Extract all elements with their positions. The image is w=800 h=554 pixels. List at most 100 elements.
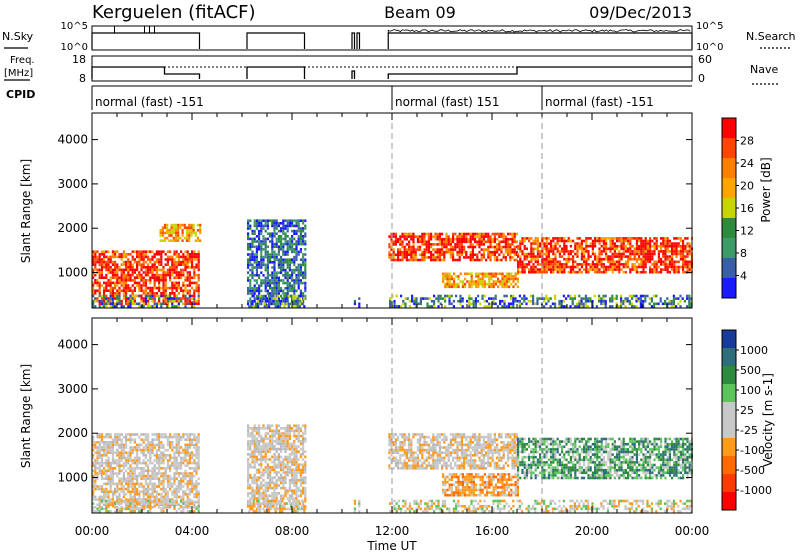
echo-cell bbox=[620, 302, 623, 306]
echo-cell bbox=[487, 240, 490, 244]
echo-cell bbox=[567, 250, 570, 253]
echo-cell bbox=[111, 297, 114, 300]
echo-cell bbox=[116, 451, 119, 454]
echo-cell bbox=[489, 258, 492, 262]
echo-cell bbox=[572, 257, 575, 261]
echo-cell bbox=[249, 492, 252, 495]
echo-cell bbox=[491, 240, 494, 244]
echo-cell bbox=[443, 256, 446, 259]
echo-cell bbox=[498, 240, 501, 244]
echo-cell bbox=[147, 292, 150, 295]
echo-cell bbox=[149, 459, 152, 462]
echo-cell bbox=[255, 437, 258, 440]
echo-cell bbox=[114, 305, 117, 308]
echo-cell bbox=[403, 253, 406, 257]
echo-cell bbox=[421, 258, 424, 262]
echo-cell bbox=[639, 294, 642, 298]
echo-cell bbox=[666, 250, 669, 253]
echo-cell bbox=[543, 299, 546, 303]
echo-cell bbox=[166, 236, 169, 240]
echo-cell bbox=[105, 451, 108, 454]
echo-cell bbox=[600, 263, 603, 266]
echo-cell bbox=[563, 244, 566, 248]
echo-cell bbox=[247, 224, 250, 228]
echo-cell bbox=[193, 435, 196, 439]
echo-cell bbox=[613, 237, 616, 240]
echo-cell bbox=[195, 482, 198, 486]
echo-cell bbox=[114, 435, 117, 439]
echo-cell bbox=[510, 275, 513, 278]
echo-cell bbox=[404, 305, 407, 308]
echo-cell bbox=[133, 490, 136, 493]
echo-cell bbox=[114, 250, 117, 253]
echo-cell bbox=[151, 461, 154, 465]
echo-cell bbox=[602, 265, 605, 269]
echo-cell bbox=[177, 451, 180, 454]
echo-cell bbox=[166, 255, 169, 259]
echo-cell bbox=[284, 224, 287, 228]
echo-cell bbox=[114, 487, 117, 491]
echo-cell bbox=[622, 242, 625, 245]
echo-cell bbox=[186, 263, 189, 266]
echo-cell bbox=[415, 302, 418, 306]
echo-cell bbox=[180, 461, 183, 465]
echo-cell bbox=[118, 253, 121, 256]
echo-cell bbox=[164, 503, 167, 506]
echo-cell bbox=[122, 273, 125, 277]
echo-cell bbox=[158, 297, 161, 300]
echo-cell bbox=[438, 232, 441, 236]
echo-cell bbox=[182, 263, 185, 266]
echo-cell bbox=[153, 276, 156, 279]
echo-cell bbox=[266, 222, 269, 225]
echo-cell bbox=[304, 253, 307, 256]
echo-cell bbox=[129, 451, 132, 454]
echo-cell bbox=[583, 268, 586, 271]
echo-cell bbox=[299, 279, 302, 282]
echo-cell bbox=[622, 265, 625, 269]
echo-cell bbox=[133, 448, 136, 452]
echo-cell bbox=[518, 305, 521, 308]
echo-cell bbox=[258, 266, 261, 269]
echo-cell bbox=[595, 305, 598, 308]
echo-cell bbox=[155, 258, 158, 261]
echo-cell bbox=[155, 503, 158, 506]
echo-cell bbox=[127, 461, 130, 465]
echo-cell bbox=[161, 234, 164, 237]
echo-cell bbox=[253, 287, 256, 290]
echo-cell bbox=[679, 257, 682, 261]
echo-cell bbox=[177, 485, 180, 488]
echo-cell bbox=[558, 268, 561, 271]
echo-cell bbox=[114, 253, 117, 256]
echo-cell bbox=[149, 456, 152, 460]
echo-cell bbox=[275, 455, 278, 459]
echo-cell bbox=[493, 248, 496, 251]
echo-cell bbox=[262, 294, 265, 298]
echo-cell bbox=[164, 276, 167, 279]
echo-cell bbox=[277, 432, 280, 435]
echo-cell bbox=[122, 467, 125, 470]
echo-cell bbox=[517, 252, 520, 256]
echo-cell bbox=[111, 281, 114, 285]
echo-cell bbox=[284, 250, 287, 254]
echo-cell bbox=[188, 273, 191, 277]
echo-cell bbox=[133, 472, 136, 475]
echo-cell bbox=[578, 237, 581, 240]
echo-cell bbox=[253, 229, 256, 233]
echo-cell bbox=[247, 468, 250, 472]
echo-cell bbox=[302, 258, 305, 261]
echo-cell bbox=[631, 265, 634, 269]
echo-cell bbox=[264, 266, 267, 269]
echo-cell bbox=[177, 443, 180, 447]
echo-cell bbox=[260, 450, 263, 453]
echo-cell bbox=[392, 235, 395, 238]
echo-cell bbox=[457, 277, 460, 281]
echo-cell bbox=[258, 274, 261, 277]
echo-cell bbox=[273, 466, 276, 469]
echo-cell bbox=[180, 438, 183, 441]
echo-cell bbox=[133, 297, 136, 300]
echo-cell bbox=[481, 272, 484, 276]
echo-cell bbox=[247, 453, 250, 456]
echo-cell bbox=[188, 284, 191, 287]
echo-cell bbox=[491, 237, 494, 241]
echo-cell bbox=[288, 287, 291, 290]
